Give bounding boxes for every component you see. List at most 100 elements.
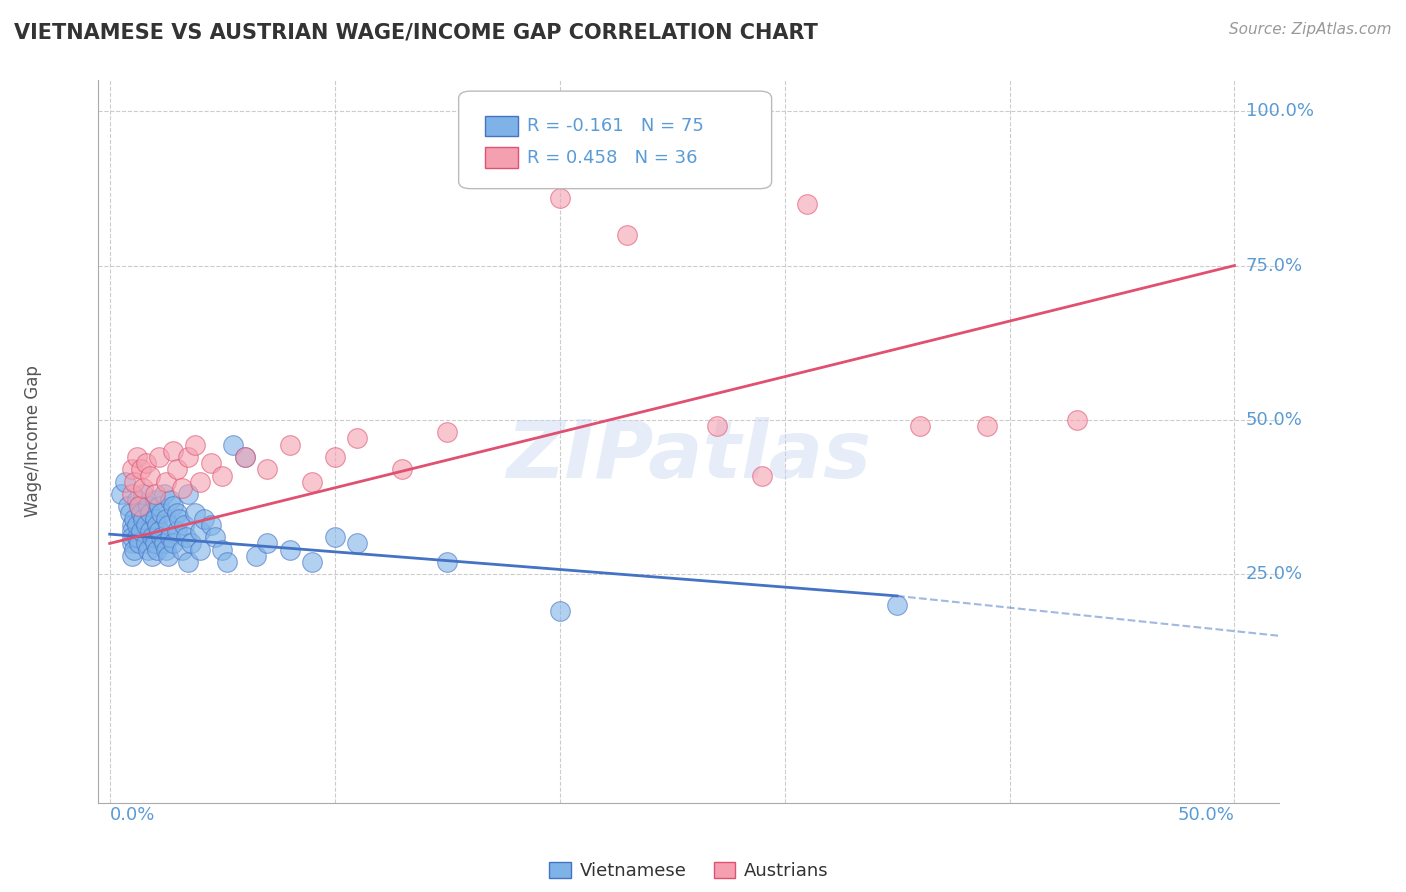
Point <box>121 487 143 501</box>
Point <box>256 536 278 550</box>
Point <box>150 530 173 544</box>
Point <box>166 524 188 538</box>
Point <box>233 450 256 464</box>
Point <box>132 512 155 526</box>
Point <box>139 506 162 520</box>
Point <box>136 542 159 557</box>
Point <box>180 536 202 550</box>
Point <box>157 517 180 532</box>
Point <box>132 481 155 495</box>
Point <box>616 227 638 242</box>
Point <box>169 512 191 526</box>
Point <box>121 517 143 532</box>
Point <box>548 191 571 205</box>
Point <box>125 530 148 544</box>
Point <box>143 512 166 526</box>
Point <box>110 487 132 501</box>
Point <box>222 437 245 451</box>
Text: 0.0%: 0.0% <box>110 805 155 823</box>
FancyBboxPatch shape <box>458 91 772 189</box>
Point <box>139 468 162 483</box>
Point <box>155 542 177 557</box>
Point <box>886 598 908 612</box>
Point <box>148 500 170 514</box>
Point <box>125 493 148 508</box>
Point <box>548 604 571 618</box>
Text: 25.0%: 25.0% <box>1246 566 1303 583</box>
Text: R = -0.161   N = 75: R = -0.161 N = 75 <box>527 117 704 135</box>
Point <box>155 475 177 489</box>
Point <box>188 524 211 538</box>
Point <box>976 419 998 434</box>
Point <box>908 419 931 434</box>
Point <box>323 530 346 544</box>
Point <box>346 432 368 446</box>
Point <box>215 555 238 569</box>
Point <box>166 506 188 520</box>
Point <box>301 555 323 569</box>
Point <box>135 536 157 550</box>
Point <box>177 555 200 569</box>
Point <box>301 475 323 489</box>
Point <box>193 512 215 526</box>
Legend: Vietnamese, Austrians: Vietnamese, Austrians <box>541 855 837 888</box>
Text: 100.0%: 100.0% <box>1246 103 1313 120</box>
Point <box>278 437 301 451</box>
Point <box>177 450 200 464</box>
Text: 75.0%: 75.0% <box>1246 257 1303 275</box>
Point <box>117 500 139 514</box>
Point <box>114 475 136 489</box>
Point <box>796 196 818 211</box>
Point <box>233 450 256 464</box>
Point <box>162 500 184 514</box>
Point <box>148 524 170 538</box>
Point <box>436 425 458 440</box>
Point <box>121 536 143 550</box>
Point <box>143 536 166 550</box>
Point <box>132 487 155 501</box>
Point <box>141 530 163 544</box>
Point <box>751 468 773 483</box>
Point <box>128 536 150 550</box>
Point <box>188 475 211 489</box>
Point <box>125 517 148 532</box>
Point <box>256 462 278 476</box>
Point <box>152 487 174 501</box>
Point <box>124 542 146 557</box>
Point <box>128 500 150 514</box>
Point <box>323 450 346 464</box>
Point <box>391 462 413 476</box>
Point <box>200 456 222 470</box>
Point <box>200 517 222 532</box>
Point <box>211 542 233 557</box>
Text: R = 0.458   N = 36: R = 0.458 N = 36 <box>527 149 697 167</box>
Point <box>121 462 143 476</box>
Point <box>146 517 169 532</box>
Point <box>139 524 162 538</box>
Point <box>1066 413 1088 427</box>
Point <box>159 493 181 508</box>
Point <box>170 481 193 495</box>
Text: 50.0%: 50.0% <box>1178 805 1234 823</box>
Point <box>162 443 184 458</box>
Point <box>174 530 197 544</box>
Point <box>278 542 301 557</box>
Point <box>159 530 181 544</box>
Point <box>204 530 226 544</box>
Point <box>184 506 207 520</box>
Point <box>143 487 166 501</box>
Point <box>135 517 157 532</box>
Point <box>177 487 200 501</box>
Text: VIETNAMESE VS AUSTRIAN WAGE/INCOME GAP CORRELATION CHART: VIETNAMESE VS AUSTRIAN WAGE/INCOME GAP C… <box>14 22 818 42</box>
Point <box>166 462 188 476</box>
Point <box>121 530 143 544</box>
Point <box>184 437 207 451</box>
Point <box>211 468 233 483</box>
Point <box>128 500 150 514</box>
Point <box>146 542 169 557</box>
Point <box>188 542 211 557</box>
Point <box>124 512 146 526</box>
Point <box>148 450 170 464</box>
Text: Wage/Income Gap: Wage/Income Gap <box>24 366 42 517</box>
Point <box>129 524 152 538</box>
